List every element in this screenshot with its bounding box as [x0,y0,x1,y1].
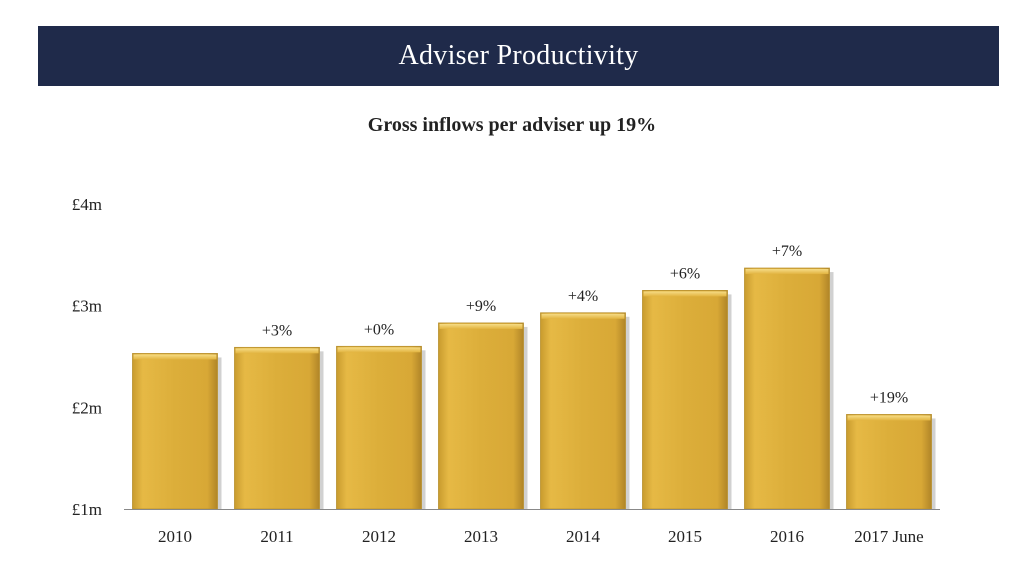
page-title: Adviser Productivity [398,40,639,71]
bar [234,346,320,510]
bar-top-bevel [745,269,829,275]
bar-2014: +4% [540,288,630,510]
bar-2013: +9% [438,298,528,510]
bar [846,414,932,510]
y-tick-label: £4m [72,195,102,214]
bar [642,290,728,510]
bar-top-bevel [439,323,523,329]
data-label: +0% [364,321,394,338]
data-label: +19% [870,389,908,406]
x-tick-label: 2014 [566,527,601,546]
x-axis: 2010 2011 2012 2013 2014 2015 2016 2017 June [124,509,940,546]
x-tick-label: 2016 [770,527,804,546]
bar-2015: +6% [642,265,732,510]
x-tick-label: 2015 [668,527,702,546]
data-label: +4% [568,288,598,305]
y-tick-label: £3m [72,297,102,316]
y-axis: £1m £2m £3m £4m [72,195,102,519]
y-tick-label: £1m [72,500,102,519]
x-tick-label: 2012 [362,527,396,546]
bar-2010 [132,353,222,510]
bar-top-bevel [541,313,625,319]
bar-top-bevel [847,415,931,421]
bars-group: +3% +0% +9% +4% +6% +7% +19% [132,243,936,510]
chart-title: Gross inflows per adviser up 19% [367,114,657,136]
data-label: +9% [466,298,496,315]
y-tick-label: £2m [72,398,102,417]
bar-2016: +7% [744,243,834,510]
bar-top-bevel [643,291,727,297]
bar [132,353,218,510]
bar [438,322,524,510]
bar-2012: +0% [336,321,426,510]
bar-2017-june: +19% [846,389,936,510]
bar [336,345,422,510]
x-tick-label: 2010 [158,527,192,546]
bar [744,267,830,510]
header-banner: Adviser Productivity [38,26,999,86]
x-tick-label: 2013 [464,527,498,546]
bar [540,312,626,510]
x-tick-label: 2017 June [854,527,923,546]
data-label: +6% [670,265,700,282]
bar-top-bevel [337,347,421,353]
bar-top-bevel [235,348,319,354]
data-label: +3% [262,322,292,339]
bar-2011: +3% [234,322,324,510]
x-tick-label: 2011 [260,527,293,546]
bar-top-bevel [133,354,217,360]
data-label: +7% [772,243,802,260]
